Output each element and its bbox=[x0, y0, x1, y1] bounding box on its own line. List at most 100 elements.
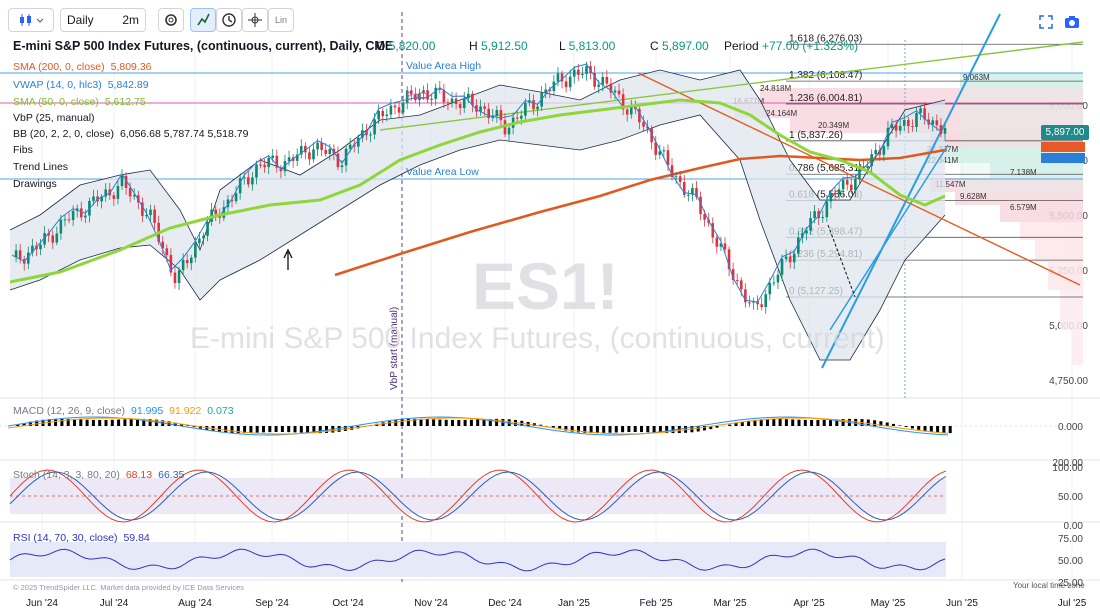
legend-vwap[interactable]: VWAP (14, 0, hlc3) 5,842.89 bbox=[13, 79, 155, 91]
candle-body bbox=[185, 259, 189, 264]
candle-body bbox=[446, 102, 450, 104]
macd-histogram-bar bbox=[104, 419, 108, 426]
candle-body bbox=[597, 84, 600, 87]
macd-histogram-bar bbox=[873, 420, 877, 426]
interval-select[interactable]: Daily 2m bbox=[60, 8, 146, 32]
stoch-d-line bbox=[9, 471, 947, 521]
lin-log-button[interactable]: Lin bbox=[268, 8, 294, 32]
candle-body bbox=[458, 104, 462, 109]
candle-body bbox=[882, 146, 886, 155]
candle-body bbox=[462, 98, 466, 109]
legend-stoch[interactable]: Stoch (14, 3, 3, 80, 20) 68.13 66.35 bbox=[13, 469, 190, 481]
rsi-line bbox=[9, 548, 946, 572]
vbp-volume-label: 7.138M bbox=[1010, 168, 1037, 177]
candle-body bbox=[332, 148, 336, 154]
candle-body bbox=[438, 87, 442, 90]
gear-icon bbox=[165, 14, 177, 26]
candle-body bbox=[776, 274, 780, 283]
vbp-volume-label: 9.628M bbox=[960, 192, 987, 201]
candle-body bbox=[214, 209, 218, 215]
legend-trend-lines[interactable]: Trend Lines bbox=[13, 161, 74, 173]
macd-histogram-bar bbox=[797, 419, 801, 426]
legend-macd[interactable]: MACD (12, 26, 9, close) 91.995 91.922 0.073 bbox=[13, 405, 240, 417]
macd-axis-label: 0.000 bbox=[1058, 422, 1083, 433]
candle-body bbox=[63, 219, 67, 221]
legend-fibs[interactable]: Fibs bbox=[13, 144, 39, 156]
rsi-band bbox=[10, 542, 946, 577]
replay-button[interactable] bbox=[216, 8, 242, 32]
candle-body bbox=[361, 130, 364, 138]
stoch-value-2: 66.35 bbox=[158, 469, 185, 481]
period-value: +77.00 (+1.323%) bbox=[762, 39, 859, 53]
value-area-high-label: Value Area High bbox=[406, 60, 482, 72]
candle-body bbox=[841, 180, 845, 190]
candle-body bbox=[499, 110, 503, 121]
vbp-bar bbox=[1000, 205, 1083, 222]
vbp-bar bbox=[1048, 262, 1083, 290]
macd-histogram-bar bbox=[942, 426, 946, 433]
legend-rsi[interactable]: RSI (14, 70, 30, close) 59.84 bbox=[13, 532, 156, 544]
candle-body bbox=[161, 241, 165, 249]
candle-body bbox=[536, 106, 539, 110]
bollinger-lower-line bbox=[9, 114, 946, 361]
macd-histogram-bar bbox=[400, 419, 404, 426]
candle-body bbox=[605, 77, 609, 84]
candle-body bbox=[67, 219, 71, 221]
candle-body bbox=[507, 127, 511, 135]
fib-level-label: 0.786 (5,685.31) bbox=[789, 163, 862, 174]
macd-histogram-bar bbox=[432, 419, 436, 426]
candle-body bbox=[744, 289, 747, 303]
candle-body bbox=[316, 142, 319, 150]
settings-button[interactable] bbox=[158, 8, 184, 32]
chart-type-button[interactable] bbox=[8, 8, 54, 32]
snapshot-button[interactable] bbox=[1063, 13, 1081, 31]
stoch-axis-label: 0.00 bbox=[1064, 521, 1084, 532]
macd-histogram-bar bbox=[230, 426, 234, 434]
legend-sma200[interactable]: SMA (200, 0, close) 5,809.36 bbox=[13, 61, 158, 73]
candle-body bbox=[613, 90, 617, 93]
timezone-text[interactable]: Your local time zone bbox=[1013, 581, 1085, 590]
fullscreen-button[interactable] bbox=[1038, 14, 1054, 30]
tool-button-analysis[interactable] bbox=[190, 8, 216, 32]
macd-histogram-bar bbox=[60, 418, 64, 426]
sma200-axis-marker bbox=[1041, 142, 1085, 152]
macd-histogram-bar bbox=[236, 426, 240, 434]
candle-body bbox=[43, 233, 46, 245]
candle-body bbox=[479, 106, 482, 112]
candle-body bbox=[515, 117, 519, 119]
crosshair-button[interactable] bbox=[242, 8, 268, 32]
candle-body bbox=[829, 193, 833, 202]
candle-body bbox=[336, 153, 340, 168]
macd-histogram-bar bbox=[551, 426, 555, 428]
candle-body bbox=[357, 137, 360, 147]
macd-histogram-bar bbox=[35, 420, 39, 426]
candle-body bbox=[894, 124, 898, 131]
candle-body bbox=[780, 259, 784, 275]
macd-histogram-bar bbox=[841, 419, 845, 426]
candle-body bbox=[295, 154, 299, 161]
candle-body bbox=[26, 252, 30, 264]
vbp-bar bbox=[930, 178, 1083, 192]
macd-histogram-bar bbox=[595, 426, 599, 434]
macd-histogram-bar bbox=[262, 426, 265, 433]
o-value: 5,820.00 bbox=[388, 39, 436, 53]
legend-sma50[interactable]: SMA (50, 0, close) 5,612.75 bbox=[13, 96, 152, 108]
legend-bb[interactable]: BB (20, 2, 2, 0, close) 6,056.68 5,787.74… bbox=[13, 128, 254, 140]
macd-value-1: 91.995 bbox=[131, 405, 164, 417]
legend-vbp[interactable]: VbP (25, manual) bbox=[13, 112, 101, 124]
candle-body bbox=[377, 110, 380, 120]
macd-histogram-bar bbox=[892, 423, 895, 426]
macd-histogram-bar bbox=[413, 418, 417, 426]
cursor-icon bbox=[197, 13, 210, 26]
macd-histogram-bar bbox=[22, 423, 26, 426]
watermark-symbol: ES1! bbox=[472, 249, 619, 323]
macd-histogram-bar bbox=[936, 426, 940, 433]
legend-drawings[interactable]: Drawings bbox=[13, 178, 63, 190]
macd-histogram-bar bbox=[274, 426, 278, 433]
candle-body bbox=[194, 243, 197, 258]
candle-body bbox=[601, 77, 605, 85]
candle-body bbox=[393, 105, 397, 108]
macd-histogram-bar bbox=[766, 418, 769, 426]
candle-body bbox=[548, 89, 552, 92]
